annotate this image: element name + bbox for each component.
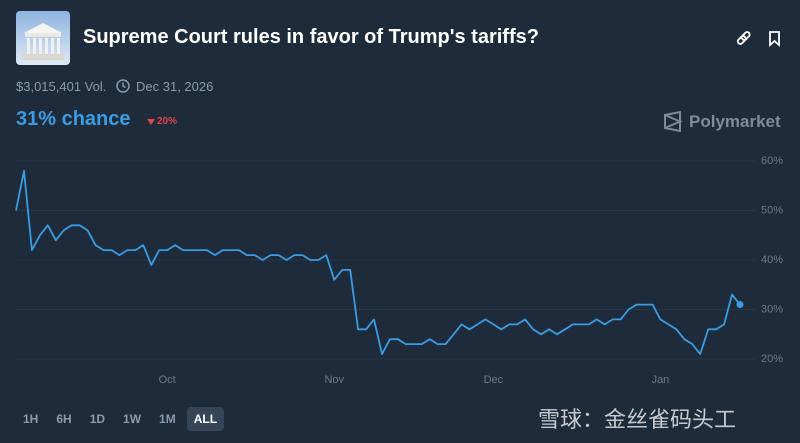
range-button[interactable]: 1M [159, 412, 176, 426]
x-tick-label: Dec [484, 374, 504, 386]
watermark: 雪球：金丝雀码头工 [538, 407, 737, 432]
link-icon[interactable] [736, 31, 751, 45]
last-point [736, 301, 744, 309]
y-tick-label: 50% [761, 204, 783, 216]
market-title: Supreme Court rules in favor of Trump's … [83, 26, 539, 48]
change: 20% [157, 116, 178, 127]
y-tick-label: 40% [761, 254, 783, 266]
range-button[interactable]: 6H [56, 412, 72, 426]
range-button[interactable]: ALL [186, 407, 225, 431]
x-tick-label: Nov [324, 374, 344, 386]
clock-icon [116, 79, 130, 93]
bookmark-icon[interactable] [769, 31, 780, 48]
brand-logo [664, 111, 683, 132]
x-tick-label: Jan [652, 374, 670, 386]
price-line [15, 170, 741, 355]
y-tick-label: 20% [761, 353, 783, 365]
range-button[interactable]: 1H [23, 412, 39, 426]
chance: 31% chance [16, 108, 131, 130]
x-tick-label: Oct [159, 374, 176, 386]
end-date: Dec 31, 2026 [136, 79, 214, 94]
y-tick-label: 60% [761, 155, 783, 167]
range-button[interactable]: 1D [89, 412, 106, 426]
y-tick-label: 30% [761, 303, 783, 315]
actions [736, 31, 780, 48]
brand: Polymarket [689, 112, 781, 131]
range-button[interactable]: 1W [123, 412, 142, 426]
chart: 20% 30% 40% 50% 60% Oct Nov Dec Jan [15, 155, 783, 386]
market-image [16, 11, 70, 65]
down-arrow [147, 119, 155, 125]
range-buttons: 1H 6H 1D 1W 1M ALL [16, 407, 225, 431]
volume: $3,015,401 Vol. [16, 79, 107, 94]
